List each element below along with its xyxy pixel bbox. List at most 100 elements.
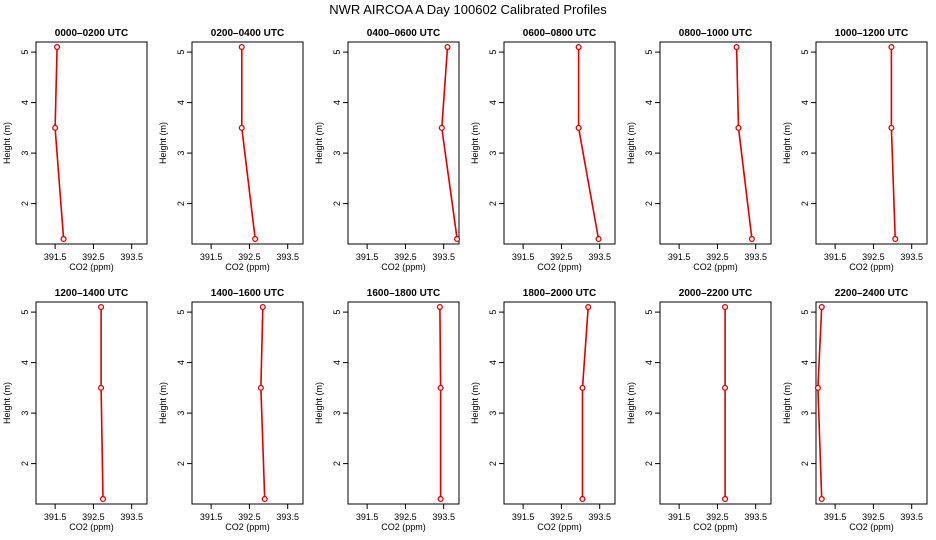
profile-point (261, 495, 268, 503)
x-tick-label: 391.5 (200, 252, 223, 262)
profile-line (817, 307, 823, 499)
plot-frame (503, 41, 616, 245)
profile-point (595, 235, 602, 243)
y-tick-label: 2 (332, 201, 342, 206)
x-tick-label: 393.5 (276, 252, 299, 262)
figure-title: NWR AIRCOA A Day 100602 Calibrated Profi… (329, 2, 607, 17)
panel-title: 1400–1600 UTC (211, 288, 284, 299)
y-tick-label: 2 (20, 461, 30, 466)
y-tick-label: 3 (488, 411, 498, 416)
y-axis-label: Height (m) (158, 122, 168, 164)
profile-point (722, 303, 729, 311)
y-tick-label: 2 (800, 201, 810, 206)
y-tick-label: 5 (488, 310, 498, 315)
x-axis-label: CO2 (ppm) (225, 522, 270, 532)
profile-panel: 1800–2000 UTC 391.5 392.5 393.5 2 3 4 5 CO2 (ppm… (470, 288, 616, 532)
x-axis-label: CO2 (ppm) (537, 522, 582, 532)
profile-point (585, 303, 592, 311)
x-tick-label: 391.5 (200, 512, 223, 522)
plot-frame (35, 41, 148, 245)
profile-panel: 0000–0200 UTC 391.5 392.5 393.5 2 3 4 5 CO2 (ppm… (2, 28, 148, 272)
y-tick-label: 4 (176, 360, 186, 365)
profile-point (454, 235, 461, 243)
y-tick-label: 4 (332, 360, 342, 365)
x-tick-label: 392.5 (238, 512, 261, 522)
profile-point (818, 495, 825, 503)
profile-panel: 0200–0400 UTC 391.5 392.5 393.5 2 3 4 5 CO2 (ppm… (158, 28, 304, 272)
y-tick-label: 4 (800, 100, 810, 105)
profile-point (888, 43, 895, 51)
y-tick-label: 2 (332, 461, 342, 466)
plot-frame (191, 301, 304, 505)
y-tick-label: 4 (488, 100, 498, 105)
x-tick-label: 391.5 (824, 252, 847, 262)
x-tick-label: 393.5 (900, 252, 923, 262)
profile-point (814, 384, 821, 391)
x-tick-label: 392.5 (394, 512, 417, 522)
panel-title: 0800–1000 UTC (679, 28, 752, 39)
profile-point (892, 235, 899, 243)
y-axis-label: Height (m) (626, 382, 636, 424)
profile-point (257, 384, 264, 391)
y-tick-label: 2 (488, 201, 498, 206)
y-tick-label: 5 (176, 50, 186, 55)
x-tick-label: 391.5 (512, 512, 535, 522)
x-tick-label: 391.5 (824, 512, 847, 522)
profile-point (444, 43, 451, 51)
x-axis-label: CO2 (ppm) (849, 522, 894, 532)
x-tick-label: 391.5 (356, 252, 379, 262)
panel-title: 0000–0200 UTC (55, 28, 128, 39)
profile-point (252, 235, 259, 243)
profile-point (575, 43, 582, 51)
x-tick-label: 392.5 (394, 252, 417, 262)
profile-point (733, 43, 740, 51)
y-tick-label: 3 (644, 411, 654, 416)
plot-frame (191, 41, 304, 245)
x-tick-label: 391.5 (512, 252, 535, 262)
y-axis-label: Height (m) (2, 122, 12, 164)
profile-line (581, 307, 589, 499)
x-tick-label: 393.5 (432, 252, 455, 262)
x-tick-label: 391.5 (44, 512, 67, 522)
y-tick-label: 4 (176, 100, 186, 105)
y-tick-label: 5 (20, 50, 30, 55)
x-axis-label: CO2 (ppm) (849, 262, 894, 272)
profile-panel: 1600–1800 UTC 391.5 392.5 393.5 2 3 4 5 CO2 (ppm… (314, 288, 460, 532)
profile-panel: 2200–2400 UTC 391.5 392.5 393.5 2 3 4 5 CO2 (ppm… (782, 288, 928, 532)
profile-line (735, 47, 753, 239)
x-tick-label: 391.5 (356, 512, 379, 522)
profile-point (238, 124, 245, 131)
x-tick-label: 393.5 (900, 512, 923, 522)
y-tick-label: 3 (176, 151, 186, 156)
x-tick-label: 392.5 (706, 252, 729, 262)
x-axis-label: CO2 (ppm) (225, 262, 270, 272)
y-tick-label: 4 (20, 360, 30, 365)
panel-title: 1600–1800 UTC (367, 288, 440, 299)
profile-point (98, 384, 105, 391)
y-tick-label: 3 (800, 151, 810, 156)
y-tick-label: 3 (332, 151, 342, 156)
y-tick-label: 3 (800, 411, 810, 416)
profile-panel: 1200–1400 UTC 391.5 392.5 393.5 2 3 4 5 CO2 (ppm… (2, 288, 148, 532)
y-tick-label: 4 (644, 100, 654, 105)
x-tick-label: 391.5 (668, 512, 691, 522)
plot-frame (815, 301, 928, 505)
panel-title: 0400–0600 UTC (367, 28, 440, 39)
plot-frame (35, 301, 148, 505)
y-tick-label: 2 (176, 461, 186, 466)
y-tick-label: 3 (488, 151, 498, 156)
y-tick-label: 2 (20, 201, 30, 206)
profile-point (436, 303, 443, 311)
x-tick-label: 392.5 (550, 512, 573, 522)
profile-point (98, 303, 105, 311)
profile-point (888, 124, 895, 131)
x-tick-label: 393.5 (120, 512, 143, 522)
panel-title: 2000–2200 UTC (679, 288, 752, 299)
y-axis-label: Height (m) (314, 122, 324, 164)
profile-panel: 2000–2200 UTC 391.5 392.5 393.5 2 3 4 5 CO2 (ppm… (626, 288, 772, 532)
y-axis-label: Height (m) (782, 382, 792, 424)
profile-point (99, 495, 107, 503)
y-tick-label: 3 (644, 151, 654, 156)
y-tick-label: 4 (488, 360, 498, 365)
